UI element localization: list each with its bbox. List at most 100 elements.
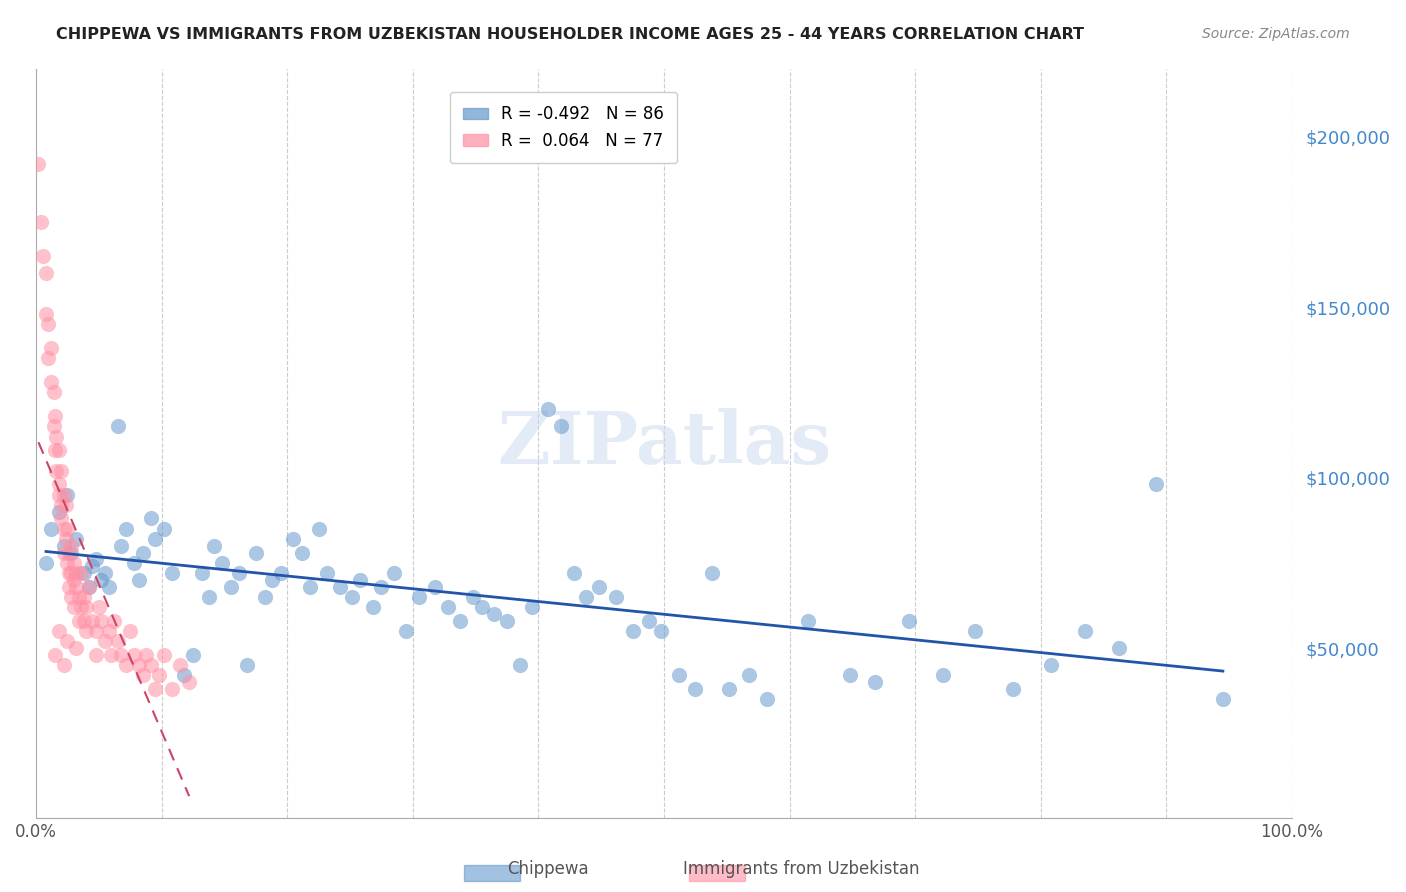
Point [115,522,138,536]
Legend: R = -0.492   N = 86, R =  0.064   N = 77: R = -0.492 N = 86, R = 0.064 N = 77 [450,92,678,163]
Point [245,545,267,559]
Point [308,522,330,536]
Point [450,614,472,628]
Point [82,614,104,628]
Point [115,658,138,673]
Point [179,675,201,690]
Point [228,566,250,580]
Point [77,580,100,594]
Point [39,341,62,355]
Point [382,566,405,580]
Point [668,668,690,682]
Point [863,675,886,690]
Point [562,566,585,580]
Point [44,409,66,424]
Point [37,317,59,331]
Text: ZIPatlas: ZIPatlas [496,408,831,479]
Point [342,590,364,604]
Point [169,658,191,673]
Point [82,559,104,574]
Point [70,566,93,580]
Point [198,590,221,604]
Point [44,443,66,458]
Point [202,539,225,553]
Point [65,566,87,580]
Point [110,648,132,662]
Point [87,600,110,615]
Point [496,614,519,628]
Point [52,522,75,536]
Point [35,307,58,321]
Point [349,573,371,587]
Point [128,573,150,587]
Point [84,648,107,662]
Point [60,539,83,553]
Point [56,634,79,648]
Point [131,668,153,682]
Point [56,556,79,570]
Point [58,545,80,559]
Point [27,157,49,171]
Point [90,614,112,628]
Point [35,266,58,280]
Point [1108,640,1130,655]
Point [103,614,125,628]
Point [48,443,70,458]
Point [52,545,75,559]
Point [190,566,212,580]
Point [84,624,107,638]
Point [605,590,627,604]
Point [49,511,72,525]
Point [84,552,107,566]
Point [1074,624,1097,638]
Point [160,566,183,580]
Point [965,624,987,638]
Point [370,580,392,594]
Point [45,464,67,478]
Point [1002,681,1025,696]
Point [1144,477,1167,491]
Point [55,532,77,546]
Point [58,566,80,580]
Point [298,580,321,594]
Point [32,249,55,263]
Point [408,590,430,604]
Point [236,658,259,673]
Point [211,556,233,570]
Point [219,580,242,594]
Point [122,556,145,570]
Point [395,624,418,638]
Point [508,658,530,673]
Point [262,573,284,587]
Point [141,658,163,673]
Point [62,600,84,615]
Point [484,607,506,621]
Point [550,419,572,434]
Point [148,668,170,682]
Point [65,532,87,546]
Point [75,624,97,638]
Point [49,498,72,512]
Point [107,634,129,648]
Point [471,600,494,615]
Point [575,590,598,604]
Point [638,614,661,628]
Point [253,590,276,604]
Point [37,351,59,366]
Point [52,539,75,553]
Point [100,648,122,662]
Text: Immigrants from Uzbekistan: Immigrants from Uzbekistan [683,860,920,878]
Point [70,600,93,615]
Point [60,566,83,580]
Point [122,648,145,662]
Point [718,681,741,696]
Point [143,681,166,696]
Point [1039,658,1062,673]
Text: Source: ZipAtlas.com: Source: ZipAtlas.com [1202,27,1350,41]
Point [42,385,65,400]
Point [94,566,117,580]
Point [97,580,120,594]
Point [67,590,90,604]
Point [520,600,543,615]
Point [52,658,75,673]
